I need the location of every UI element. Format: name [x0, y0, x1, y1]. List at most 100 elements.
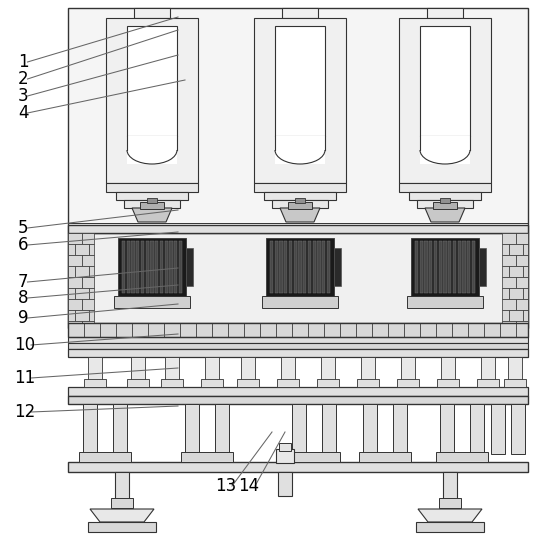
Bar: [322, 404, 336, 454]
Bar: [516, 323, 528, 337]
Bar: [124, 200, 180, 208]
Bar: [434, 241, 437, 293]
Bar: [322, 241, 325, 293]
Bar: [278, 472, 292, 496]
Bar: [404, 323, 420, 337]
Bar: [280, 241, 283, 293]
Bar: [115, 472, 129, 500]
Bar: [317, 241, 320, 293]
Bar: [393, 404, 407, 454]
Bar: [68, 349, 528, 357]
Text: 9: 9: [18, 309, 29, 327]
Bar: [468, 323, 484, 337]
Bar: [186, 248, 193, 286]
Bar: [472, 241, 475, 293]
Bar: [509, 244, 523, 255]
Bar: [502, 233, 516, 244]
Bar: [523, 288, 528, 299]
Bar: [292, 323, 308, 337]
Bar: [113, 404, 127, 454]
Bar: [106, 183, 198, 192]
Bar: [181, 452, 233, 462]
Bar: [523, 244, 528, 255]
Bar: [141, 241, 144, 293]
Bar: [399, 18, 491, 183]
Text: 2: 2: [18, 70, 29, 88]
Bar: [165, 241, 168, 293]
Text: 1: 1: [18, 53, 29, 71]
Bar: [443, 472, 457, 500]
Bar: [511, 404, 525, 454]
Bar: [127, 136, 177, 164]
Bar: [244, 323, 260, 337]
Bar: [68, 310, 75, 321]
Bar: [114, 296, 190, 308]
Bar: [509, 288, 523, 299]
Bar: [453, 241, 456, 293]
Bar: [84, 323, 100, 337]
Bar: [424, 241, 428, 293]
Bar: [477, 379, 499, 387]
Bar: [357, 379, 379, 387]
Bar: [68, 233, 528, 323]
Bar: [516, 299, 528, 310]
Bar: [436, 452, 488, 462]
Bar: [212, 323, 228, 337]
Bar: [68, 321, 82, 323]
Bar: [277, 379, 299, 387]
Polygon shape: [425, 208, 465, 222]
Bar: [68, 266, 75, 277]
Bar: [420, 241, 423, 293]
Bar: [82, 321, 94, 323]
Bar: [516, 255, 528, 266]
Bar: [89, 244, 94, 255]
Bar: [75, 288, 89, 299]
Bar: [416, 522, 484, 532]
Bar: [313, 241, 316, 293]
Bar: [127, 379, 149, 387]
Bar: [509, 310, 523, 321]
Bar: [275, 241, 278, 293]
Bar: [275, 26, 325, 136]
Bar: [68, 323, 528, 337]
Bar: [106, 18, 198, 183]
Bar: [132, 323, 148, 337]
Bar: [68, 244, 75, 255]
Bar: [502, 288, 509, 299]
Bar: [282, 8, 318, 18]
Bar: [417, 200, 473, 208]
Bar: [324, 323, 340, 337]
Bar: [276, 323, 292, 337]
Bar: [433, 202, 457, 209]
Bar: [272, 200, 328, 208]
Bar: [502, 321, 516, 323]
Bar: [68, 277, 82, 288]
Bar: [334, 248, 341, 286]
Bar: [179, 241, 182, 293]
Bar: [500, 323, 516, 337]
Bar: [481, 357, 495, 381]
Bar: [134, 8, 170, 18]
Bar: [415, 241, 418, 293]
Bar: [502, 277, 516, 288]
Bar: [266, 238, 334, 296]
Bar: [516, 321, 528, 323]
Bar: [75, 266, 89, 277]
Text: 7: 7: [18, 273, 29, 291]
Bar: [228, 323, 244, 337]
Bar: [502, 299, 516, 310]
Bar: [75, 244, 89, 255]
Bar: [397, 379, 419, 387]
Bar: [136, 241, 139, 293]
Bar: [508, 357, 522, 381]
Bar: [205, 357, 219, 381]
Bar: [436, 323, 452, 337]
Bar: [470, 404, 484, 454]
Bar: [523, 266, 528, 277]
Bar: [84, 379, 106, 387]
Bar: [79, 452, 131, 462]
Bar: [484, 323, 500, 337]
Bar: [279, 443, 291, 451]
Bar: [116, 192, 188, 200]
Polygon shape: [418, 509, 482, 522]
